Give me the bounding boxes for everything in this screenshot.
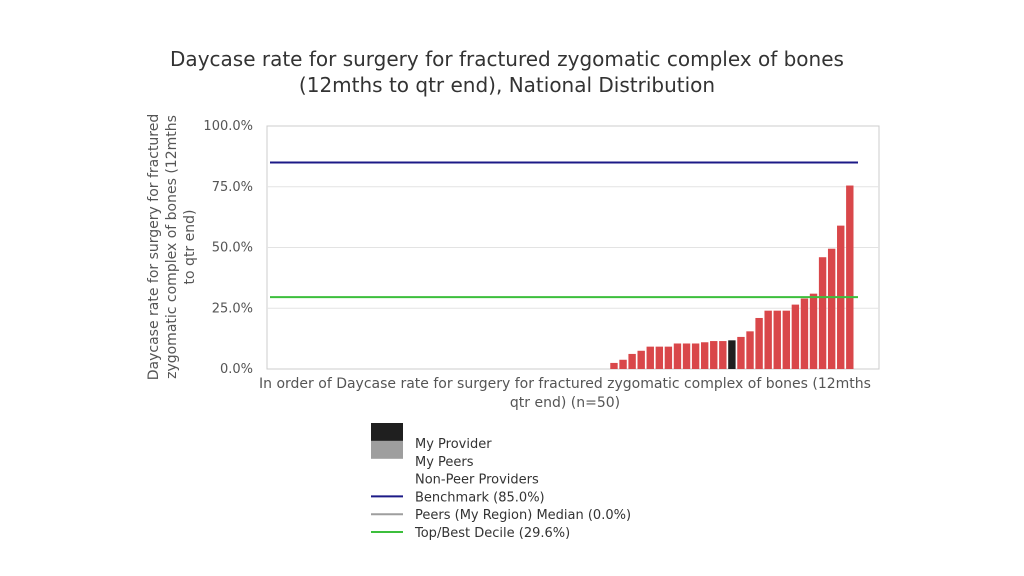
bar [646,346,654,369]
bar [791,304,800,369]
y-tick-label: 50.0% [212,241,253,256]
bar [691,343,700,369]
bar [628,353,636,369]
bar [619,359,627,369]
bar [827,248,836,369]
legend-swatch [371,423,403,441]
bar [710,341,718,369]
y-tick-label: 25.0% [212,301,253,316]
y-tick-label: 75.0% [212,180,253,195]
bar [664,346,673,369]
legend-label: Non-Peer Providers [415,473,539,488]
bar [655,346,664,369]
x-axis-label-line-1: In order of Daycase rate for surgery for… [259,376,871,392]
bar [755,317,763,369]
bar-my-provider [728,340,736,369]
bar [764,310,772,369]
y-axis-label: Daycase rate for surgery for fractured z… [146,114,198,381]
y-tick-label: 0.0% [220,362,253,377]
y-axis-label-line-3: to qtr end) [182,210,198,285]
bar [809,293,818,369]
x-axis-label-line-2: qtr end) (n=50) [510,395,620,411]
bar [773,310,781,369]
bar [673,343,682,369]
bar [800,298,809,369]
reference-lines [270,161,858,299]
bar [637,350,645,369]
bar [782,310,791,369]
legend: My Provider My Peers Non-Peer Providers Ben… [371,423,631,541]
bars [610,185,854,369]
y-axis-ticks: 0.0% 25.0% 50.0% 75.0% 100.0% [203,119,253,377]
legend-label: Top/Best Decile (29.6%) [414,526,570,541]
bar [737,336,745,369]
grid-lines [267,186,879,309]
legend-label: Benchmark (85.0%) [415,490,545,505]
bar [700,342,709,369]
bar [682,343,691,369]
bar [746,331,754,369]
legend-label: Peers (My Region) Median (0.0%) [415,508,631,523]
legend-label: My Peers [415,455,474,470]
y-tick-label: 100.0% [203,119,253,134]
legend-swatch [371,440,403,459]
legend-label: My Provider [415,437,492,452]
y-axis-label-line-1: Daycase rate for surgery for fractured [146,114,162,381]
y-axis-label-line-2: zygomatic complex of bones (12mths [164,115,180,379]
chart-title-line-1: Daycase rate for surgery for fractured z… [170,47,844,71]
bar [719,341,727,369]
bar [846,185,854,369]
chart-title-line-2: (12mths to qtr end), National Distributi… [299,73,715,97]
bar [818,257,827,369]
bar [610,362,618,369]
